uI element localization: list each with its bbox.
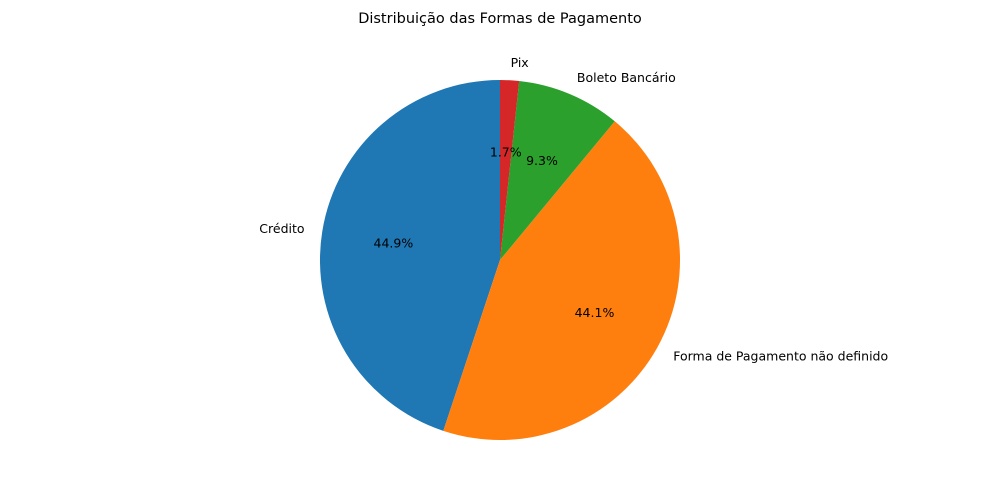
pie-slice-boleto-bancario: [500, 81, 615, 260]
pie-pct-label-pix: 1.7%: [490, 145, 522, 160]
chart-title: Distribuição das Formas de Pagamento: [358, 11, 642, 27]
pie-category-label-pix: Pix: [511, 55, 529, 70]
pie-slice-forma-de-pagamento-nao-definido: [443, 121, 681, 441]
pie-pct-label-credito: 44.9%: [374, 235, 414, 250]
pie-category-label-forma-de-pagamento-nao-definido: Forma de Pagamento não definido: [673, 348, 888, 363]
pie-pct-label-forma-de-pagamento-nao-definido: 44.1%: [575, 305, 615, 320]
pie-category-label-boleto-bancario: Boleto Bancário: [577, 70, 676, 85]
pie-slice-pix: [500, 80, 520, 260]
pie-slice-credito: [319, 80, 500, 431]
pie-category-label-credito: Crédito: [259, 221, 304, 236]
pie-pct-label-boleto-bancario: 9.3%: [526, 153, 558, 168]
